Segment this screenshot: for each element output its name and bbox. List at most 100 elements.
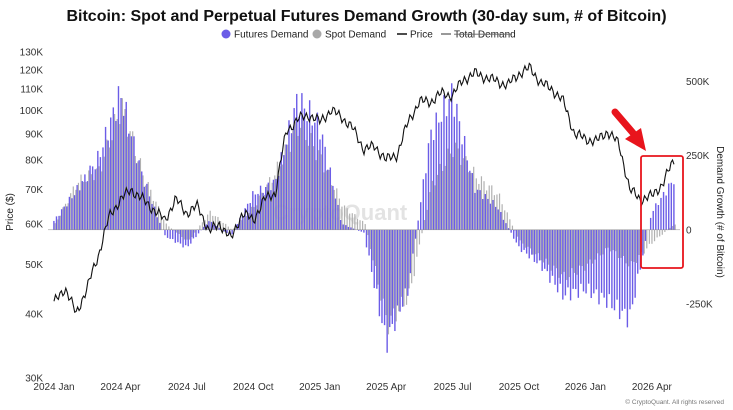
- futures-demand-bar: [306, 121, 308, 230]
- spot-demand-bar: [436, 174, 439, 230]
- futures-demand-bar: [254, 194, 257, 230]
- futures-demand-bar: [401, 229, 404, 307]
- spot-demand-bar: [387, 229, 390, 335]
- right-axis-tick: 0: [686, 225, 692, 236]
- futures-demand-bar: [476, 189, 479, 230]
- futures-demand-bar: [141, 171, 143, 230]
- futures-demand-bar: [213, 224, 215, 230]
- spot-demand-bar: [467, 172, 470, 230]
- futures-demand-bar: [210, 221, 213, 230]
- spot-demand-bar: [349, 213, 351, 230]
- spot-demand-bar: [266, 184, 268, 230]
- spot-demand-bar: [514, 229, 516, 231]
- spot-demand-bar: [230, 228, 232, 230]
- spot-demand-bar: [664, 229, 666, 233]
- futures-demand-bar: [569, 229, 572, 301]
- futures-demand-bar: [451, 83, 453, 230]
- futures-demand-bar: [252, 191, 254, 230]
- spot-demand-bar: [201, 222, 204, 230]
- copyright: © CryptoQuant. All rights reserved: [625, 398, 724, 406]
- spot-demand-bar: [165, 223, 167, 230]
- futures-demand-bar: [290, 133, 293, 230]
- left-axis-tick: 90K: [25, 129, 43, 140]
- futures-demand-bar: [58, 215, 60, 230]
- futures-demand-bar: [184, 229, 187, 246]
- spot-demand-bar: [460, 164, 462, 230]
- spot-demand-bar: [594, 229, 596, 260]
- spot-demand-bar: [183, 229, 185, 240]
- x-axis-tick: 2026 Jan: [565, 382, 606, 393]
- futures-demand-bar: [358, 229, 360, 231]
- spot-demand-bar: [235, 225, 237, 230]
- spot-demand-bar: [473, 166, 475, 230]
- x-axis-tick: 2025 Jan: [299, 382, 340, 393]
- futures-demand-bar: [327, 169, 329, 230]
- spot-demand-bar: [382, 229, 384, 299]
- futures-demand-bar: [347, 226, 350, 230]
- spot-demand-bar: [444, 165, 446, 230]
- spot-demand-bar: [501, 204, 503, 230]
- futures-demand-bar: [350, 227, 352, 230]
- spot-demand-bar: [320, 154, 322, 230]
- x-axis-ticks: 2024 Jan 2024 Apr 2024 Jul 2024 Oct 2025 Jan…: [33, 382, 672, 393]
- spot-demand-bar: [57, 219, 59, 230]
- spot-demand-bar: [558, 229, 560, 278]
- futures-demand-bar: [368, 229, 370, 256]
- spot-demand-bar: [403, 229, 405, 307]
- futures-demand-bar: [600, 229, 603, 293]
- spot-demand-bar: [150, 189, 152, 230]
- spot-demand-bar: [496, 194, 498, 230]
- spot-demand-bar: [248, 212, 250, 230]
- futures-demand-bar: [179, 229, 182, 244]
- legend-total-label: Total Demand: [454, 30, 516, 41]
- spot-demand-bar: [80, 174, 82, 230]
- spot-demand-bar: [294, 121, 297, 230]
- futures-demand-bar: [125, 101, 127, 230]
- spot-demand-bar: [305, 140, 307, 230]
- futures-demand-bar: [562, 229, 564, 300]
- futures-demand-bar: [567, 229, 569, 288]
- futures-demand-bar: [314, 122, 316, 230]
- spot-demand-bar: [281, 164, 284, 230]
- spot-demand-bar: [59, 215, 61, 230]
- futures-demand-bar: [53, 220, 55, 230]
- left-axis-tick: 120K: [20, 65, 44, 76]
- spot-demand-bar: [207, 214, 209, 230]
- spot-demand-bar: [318, 150, 320, 230]
- futures-demand-bar: [177, 229, 179, 243]
- left-axis-tick: 60K: [25, 219, 43, 230]
- futures-demand-bar: [308, 100, 311, 230]
- spot-demand-bar: [90, 174, 92, 230]
- spot-demand-bar: [170, 228, 173, 230]
- spot-demand-bar: [390, 229, 392, 316]
- futures-demand-bar: [430, 129, 432, 230]
- futures-demand-bar: [153, 206, 156, 230]
- futures-demand-bar: [624, 229, 626, 309]
- futures-demand-bar: [381, 229, 383, 324]
- spot-demand-bar: [563, 229, 565, 272]
- futures-demand-bar: [575, 229, 577, 290]
- spot-demand-bar: [331, 185, 333, 230]
- spot-demand-bar: [653, 229, 656, 242]
- spot-demand-bar: [374, 229, 377, 266]
- futures-demand-bar: [133, 136, 135, 230]
- futures-demand-bar: [445, 116, 448, 230]
- futures-demand-bar: [551, 229, 554, 276]
- spot-demand-bar: [377, 229, 379, 285]
- futures-demand-bar: [86, 181, 89, 230]
- spot-demand-bar: [137, 161, 139, 230]
- spot-demand-bar: [537, 229, 539, 254]
- spot-demand-bar: [351, 213, 353, 230]
- futures-demand-bar: [135, 163, 138, 230]
- futures-demand-bar: [246, 203, 249, 230]
- futures-demand-bar: [422, 179, 425, 230]
- futures-demand-bar: [484, 194, 487, 230]
- spot-demand-bar: [354, 214, 356, 230]
- x-axis-tick: 2024 Jan: [33, 382, 74, 393]
- spot-demand-bar: [568, 229, 570, 278]
- futures-demand-bar: [595, 229, 598, 290]
- spot-demand-bar: [83, 181, 85, 230]
- futures-demand-bar: [195, 229, 197, 238]
- futures-demand-bar: [231, 229, 233, 235]
- spot-demand-bar: [421, 229, 423, 234]
